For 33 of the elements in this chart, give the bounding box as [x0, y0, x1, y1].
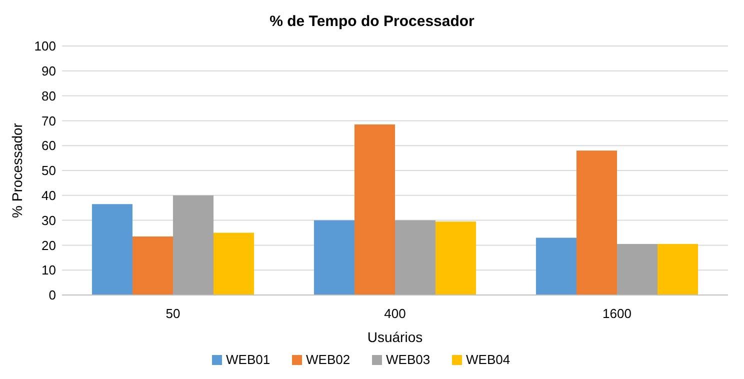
y-axis-title: % Processador	[9, 122, 25, 218]
bar	[314, 220, 354, 295]
bar	[214, 232, 254, 295]
y-tick-label: 10	[42, 262, 56, 278]
y-tick-label: 60	[42, 138, 56, 154]
x-tick-label: 1600	[602, 306, 632, 321]
bar	[173, 195, 214, 295]
bar	[536, 238, 576, 295]
legend-label: WEB02	[306, 352, 350, 367]
y-tick-label: 20	[42, 238, 56, 253]
y-tick-label: 100	[34, 38, 56, 54]
y-tick-label: 80	[42, 88, 56, 104]
legend-label: WEB01	[226, 352, 270, 367]
bar	[658, 244, 698, 295]
y-tick-label: 50	[42, 163, 56, 178]
legend-label: WEB03	[386, 352, 430, 367]
bar	[576, 150, 617, 295]
bar	[92, 204, 132, 295]
bar	[617, 244, 658, 295]
bar	[354, 124, 395, 295]
x-axis-title: Usuários	[367, 329, 423, 345]
y-tick-label: 40	[42, 188, 56, 203]
y-tick-label: 0	[48, 288, 56, 303]
bar	[395, 220, 436, 295]
legend-label: WEB04	[466, 352, 510, 367]
y-tick-label: 30	[42, 212, 56, 228]
x-tick-label: 400	[384, 306, 406, 321]
bar	[132, 236, 173, 295]
bar	[436, 222, 476, 295]
x-tick-label: 50	[166, 306, 180, 321]
y-tick-label: 70	[42, 113, 56, 128]
y-tick-label: 90	[42, 63, 56, 78]
chart-title: % de Tempo do Processador	[270, 13, 475, 30]
